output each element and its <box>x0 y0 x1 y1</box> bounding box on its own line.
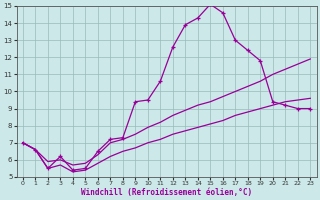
X-axis label: Windchill (Refroidissement éolien,°C): Windchill (Refroidissement éolien,°C) <box>81 188 252 197</box>
